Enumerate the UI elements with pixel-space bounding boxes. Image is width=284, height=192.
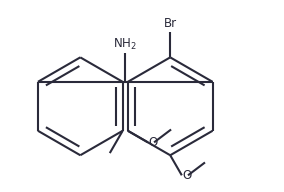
- Text: Br: Br: [164, 17, 177, 30]
- Text: O: O: [149, 136, 158, 149]
- Text: O: O: [182, 169, 192, 182]
- Text: NH$_2$: NH$_2$: [113, 37, 137, 52]
